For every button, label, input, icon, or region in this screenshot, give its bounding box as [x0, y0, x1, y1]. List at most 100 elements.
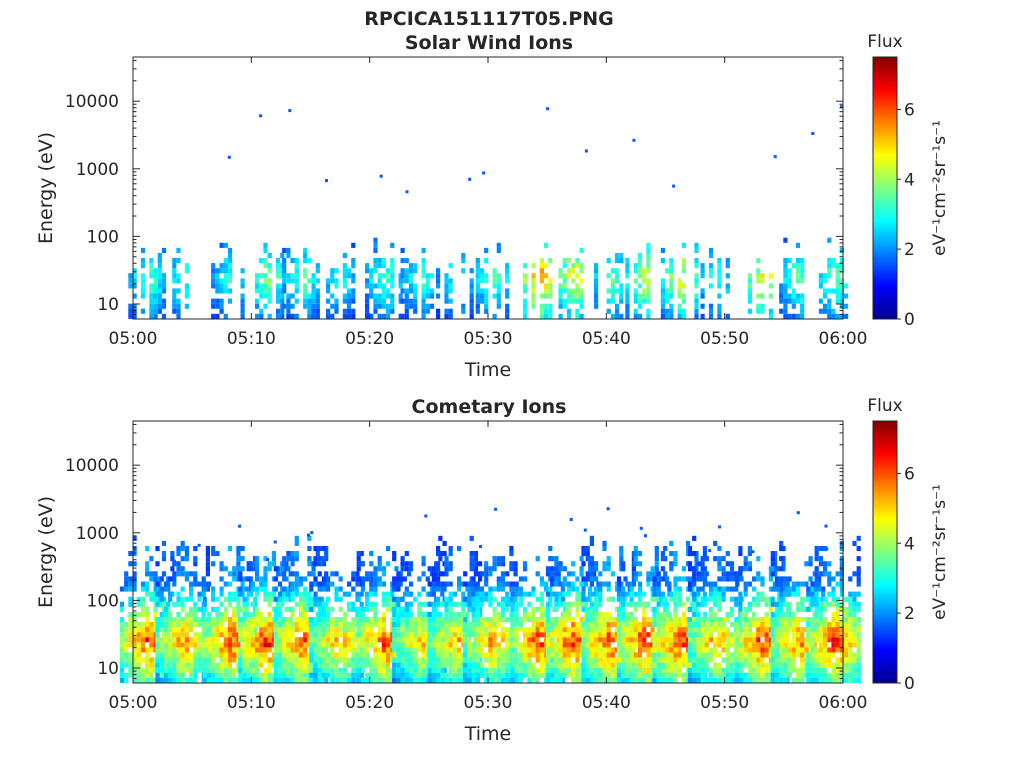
- heatmap-cell: [163, 581, 168, 587]
- heatmap-cell: [277, 667, 283, 673]
- heatmap-cell: [844, 303, 849, 309]
- heatmap-cell: [417, 657, 422, 663]
- heatmap-cell: [457, 627, 462, 633]
- heatmap-cell: [238, 647, 243, 653]
- heatmap-cell: [839, 258, 844, 264]
- heatmap-cell: [652, 576, 657, 582]
- heatmap-cell: [227, 637, 233, 643]
- heatmap-cell: [404, 313, 409, 319]
- heatmap-cell: [629, 622, 634, 628]
- heatmap-cell: [440, 662, 445, 668]
- heatmap-cell: [334, 298, 339, 304]
- heatmap-cell: [392, 586, 397, 592]
- heatmap-cell: [488, 647, 493, 653]
- heatmap-cell: [787, 268, 792, 274]
- heatmap-cell: [238, 576, 243, 582]
- heatmap-cell: [694, 303, 699, 309]
- heatmap-cell: [351, 313, 356, 319]
- heatmap-cell: [436, 561, 441, 567]
- heatmap-cell: [189, 591, 194, 597]
- heatmap-cell: [140, 642, 146, 648]
- heatmap-cell: [369, 672, 374, 678]
- heatmap-cell: [232, 606, 237, 612]
- heatmap-cell: [721, 622, 726, 628]
- heatmap-cell: [427, 652, 432, 658]
- heatmap-cell: [623, 576, 628, 582]
- heatmap-cell: [404, 288, 409, 294]
- heatmap-cell: [752, 611, 757, 617]
- heatmap-cell: [681, 313, 686, 319]
- heatmap-cell: [484, 581, 489, 587]
- heatmap-cell: [124, 662, 129, 668]
- heatmap-cell: [351, 242, 356, 248]
- heatmap-cell: [827, 303, 832, 309]
- heatmap-cell: [381, 611, 386, 617]
- heatmap-cell: [223, 268, 228, 274]
- heatmap-cell: [326, 652, 331, 658]
- heatmap-cell: [356, 632, 361, 638]
- heatmap-cell: [756, 657, 761, 663]
- heatmap-cell: [351, 637, 356, 643]
- heatmap-cell: [717, 662, 722, 668]
- heatmap-cell: [338, 606, 343, 612]
- heatmap-cell: [469, 293, 474, 299]
- heatmap-cell: [548, 586, 553, 592]
- heatmap-cell: [783, 288, 788, 294]
- heatmap-cell: [500, 672, 506, 678]
- heatmap-cell: [400, 258, 405, 264]
- heatmap-cell: [197, 657, 202, 663]
- heatmap-cell: [201, 581, 206, 587]
- heatmap-cell: [294, 288, 299, 294]
- heatmap-cell: [518, 617, 523, 623]
- heatmap-cell: [448, 591, 453, 597]
- heatmap-cell: [263, 637, 268, 643]
- heatmap-cell: [244, 652, 249, 658]
- heatmap-cell: [795, 263, 801, 269]
- heatmap-cell: [575, 662, 580, 668]
- heatmap-cell: [579, 298, 584, 304]
- heatmap-cell: [735, 622, 740, 628]
- heatmap-cell: [255, 647, 260, 653]
- heatmap-cell: [369, 601, 374, 607]
- heatmap-cell: [255, 313, 260, 319]
- heatmap-cell: [575, 283, 580, 289]
- heatmap-cell: [259, 114, 263, 118]
- heatmap-cell: [324, 571, 329, 577]
- heatmap-cell: [467, 596, 472, 602]
- heatmap-cell: [263, 263, 268, 269]
- heatmap-cell: [562, 298, 567, 304]
- heatmap-cell: [369, 662, 374, 668]
- heatmap-cell: [615, 268, 620, 274]
- heatmap-cell: [562, 591, 567, 597]
- heatmap-cell: [263, 581, 268, 587]
- heatmap-cell: [505, 606, 510, 612]
- heatmap-cell: [227, 247, 233, 253]
- heatmap-cell: [421, 303, 426, 309]
- heatmap-cell: [725, 657, 730, 663]
- heatmap-cell: [189, 652, 194, 658]
- heatmap-cell: [246, 561, 251, 567]
- heatmap-cell: [467, 647, 472, 653]
- heatmap-cell: [330, 657, 335, 663]
- heatmap-cell: [752, 617, 757, 623]
- heatmap-cell: [713, 647, 718, 653]
- heatmap-cell: [377, 293, 382, 299]
- heatmap-cell: [351, 677, 356, 683]
- heatmap-cell: [681, 268, 686, 274]
- heatmap-cell: [227, 647, 233, 653]
- heatmap-cell: [166, 606, 171, 612]
- heatmap-cell: [381, 263, 386, 269]
- heatmap-cell: [413, 657, 418, 663]
- heatmap-cell: [673, 551, 678, 557]
- heatmap-cell: [202, 652, 207, 658]
- heatmap-cell: [463, 647, 468, 653]
- heatmap-cell: [692, 662, 697, 668]
- heatmap-cell: [334, 278, 339, 284]
- heatmap-cell: [581, 632, 586, 638]
- heatmap-cell: [783, 258, 788, 264]
- heatmap-cell: [566, 652, 572, 658]
- heatmap-cell: [484, 596, 489, 602]
- heatmap-cell: [660, 657, 665, 663]
- heatmap-cell: [594, 263, 599, 269]
